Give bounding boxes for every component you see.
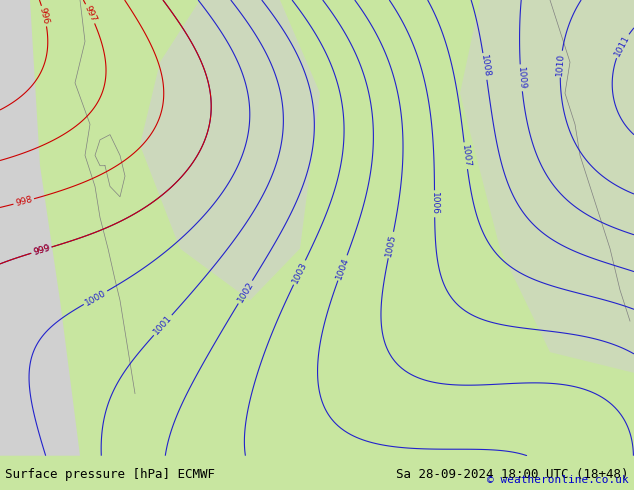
Polygon shape — [460, 0, 634, 373]
Text: Surface pressure [hPa] ECMWF: Surface pressure [hPa] ECMWF — [5, 468, 215, 481]
Text: 1008: 1008 — [479, 54, 491, 78]
Text: 998: 998 — [14, 195, 33, 208]
Polygon shape — [0, 0, 80, 456]
Text: 1005: 1005 — [384, 233, 398, 257]
Text: 1011: 1011 — [612, 33, 631, 58]
Text: 999: 999 — [32, 244, 51, 257]
Text: 997: 997 — [82, 4, 98, 24]
Text: 1010: 1010 — [555, 52, 566, 76]
Text: 1006: 1006 — [430, 192, 439, 215]
Text: 1007: 1007 — [460, 144, 472, 168]
Text: 1000: 1000 — [83, 288, 108, 307]
Text: 1003: 1003 — [290, 260, 309, 285]
Text: Sa 28-09-2024 18:00 UTC (18+48): Sa 28-09-2024 18:00 UTC (18+48) — [396, 468, 629, 481]
Text: 1002: 1002 — [235, 280, 255, 304]
Text: © weatheronline.co.uk: © weatheronline.co.uk — [488, 475, 629, 485]
Text: 1009: 1009 — [515, 66, 526, 90]
Text: 1004: 1004 — [334, 256, 351, 280]
Text: 1001: 1001 — [152, 314, 174, 337]
Polygon shape — [140, 0, 320, 300]
Text: 999: 999 — [32, 244, 51, 257]
Text: 996: 996 — [38, 6, 51, 25]
